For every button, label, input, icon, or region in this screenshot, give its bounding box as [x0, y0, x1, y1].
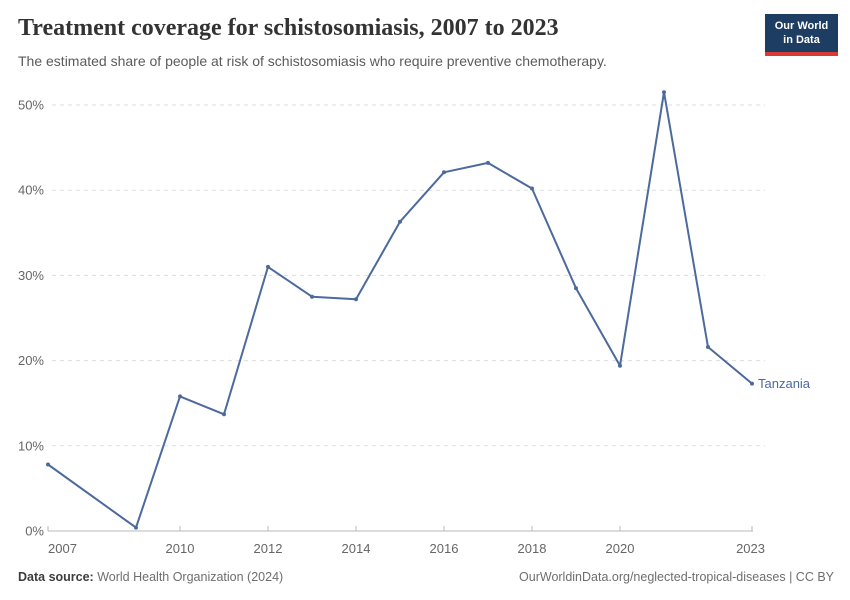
x-tick-label-2023: 2023 — [736, 541, 765, 556]
y-tick-label-50: 50% — [18, 98, 44, 113]
x-tick-label-2020: 2020 — [606, 541, 635, 556]
x-tick-label-2012: 2012 — [254, 541, 283, 556]
x-tick-label-2010: 2010 — [166, 541, 195, 556]
series-line-tanzania — [47, 91, 753, 529]
y-tick-label-0: 0% — [25, 524, 44, 539]
data-point-2010 — [178, 394, 182, 399]
data-point-2021 — [662, 90, 666, 95]
chart-title: Treatment coverage for schistosomiasis, … — [18, 15, 559, 41]
y-tick-label-40: 40% — [18, 183, 44, 198]
owid-logo-line1: Our World — [774, 20, 829, 32]
data-point-2022 — [706, 345, 710, 349]
data-point-2013 — [310, 294, 314, 299]
data-point-2007 — [46, 462, 50, 467]
data-point-2017 — [486, 160, 490, 165]
data-source-label: Data source: — [18, 570, 94, 584]
data-point-2023 — [750, 381, 754, 386]
data-point-2020 — [618, 363, 622, 368]
data-point-2016 — [442, 170, 446, 175]
data-point-2015 — [398, 219, 402, 224]
x-tick-label-2016: 2016 — [430, 541, 459, 556]
x-tick-label-2007: 2007 — [48, 541, 77, 556]
owid-logo-line2: in Data — [783, 34, 820, 47]
chart-subtitle: The estimated share of people at risk of… — [18, 53, 607, 69]
x-tick-label-2018: 2018 — [518, 541, 547, 556]
x-tick-label-2014: 2014 — [342, 541, 371, 556]
y-tick-label-30: 30% — [18, 268, 44, 283]
attribution: OurWorldinData.org/neglected-tropical-di… — [519, 570, 834, 584]
data-point-2018 — [530, 186, 534, 191]
data-source: Data source: World Health Organization (… — [18, 570, 283, 584]
data-point-2014 — [354, 297, 358, 302]
chart-header: Treatment coverage for schistosomiasis, … — [18, 13, 738, 70]
data-point-2009 — [134, 525, 138, 530]
data-source-text: World Health Organization (2024) — [97, 570, 284, 584]
data-point-2012 — [266, 264, 270, 269]
series-end-label: Tanzania — [758, 376, 811, 391]
y-tick-label-20: 20% — [18, 353, 44, 368]
y-tick-label-10: 10% — [18, 438, 44, 453]
data-point-2019 — [574, 286, 578, 291]
owid-logo: Our World in Data — [765, 14, 838, 56]
chart-footer: Data source: World Health Organization (… — [18, 570, 834, 584]
data-point-2011 — [222, 412, 226, 417]
